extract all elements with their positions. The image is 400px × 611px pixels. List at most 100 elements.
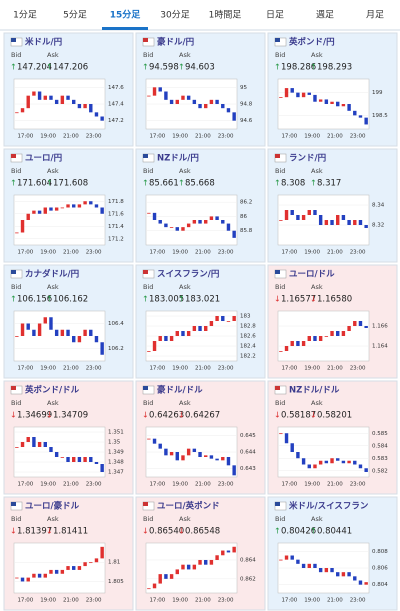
candle <box>54 452 59 457</box>
bid-value: 0.80426 <box>281 527 316 537</box>
ask-value: 85.668 <box>185 179 215 189</box>
ask-label: Ask <box>179 167 191 175</box>
bid-arrow: ↑ <box>10 63 17 72</box>
candle <box>181 564 185 570</box>
candle <box>358 115 363 118</box>
candle <box>341 331 346 336</box>
x-tick-label: 21:00 <box>327 134 343 140</box>
candle <box>89 329 93 336</box>
tab[interactable]: 15分足 <box>110 9 142 21</box>
y-tick-label: 147.2 <box>108 118 124 124</box>
tab[interactable]: 1分足 <box>13 10 37 21</box>
candle <box>330 101 334 104</box>
candle <box>32 329 36 336</box>
ask-label: Ask <box>47 283 59 291</box>
ask-value: 0.64267 <box>185 411 220 421</box>
candle <box>169 452 174 456</box>
y-tick-label: 0.583 <box>372 456 388 462</box>
tab[interactable]: 1時間足 <box>209 10 242 21</box>
candle <box>186 448 191 456</box>
candle <box>169 336 174 341</box>
y-tick-label: 183 <box>240 314 251 320</box>
x-tick-label: 23:00 <box>218 134 234 140</box>
tab[interactable]: 月足 <box>366 10 384 21</box>
candle <box>186 564 191 570</box>
tab[interactable]: 週足 <box>316 10 334 21</box>
candle <box>347 460 351 464</box>
y-tick-label: 106.4 <box>108 321 124 327</box>
candle <box>181 227 185 231</box>
y-tick-label: 171.8 <box>108 199 124 205</box>
x-tick-label: 23:00 <box>218 482 234 488</box>
candle <box>100 116 104 121</box>
bid-arrow: ↓ <box>142 527 149 536</box>
flag-mark <box>143 502 148 506</box>
candle <box>221 316 225 321</box>
candle <box>330 331 334 336</box>
y-tick-label: 0.862 <box>240 576 256 582</box>
candle <box>198 220 202 224</box>
candle <box>296 341 300 346</box>
ask-value: 94.603 <box>185 63 215 73</box>
tab[interactable]: 30分足 <box>160 10 189 21</box>
tab[interactable]: 5分足 <box>63 10 87 21</box>
x-tick-label: 19:00 <box>304 366 320 372</box>
candle <box>318 215 323 225</box>
y-tick-label: 171.2 <box>108 236 124 242</box>
candle <box>20 577 25 582</box>
y-tick-label: 0.804 <box>372 582 388 588</box>
bid-label: Bid <box>11 283 21 291</box>
bid-label: Bid <box>275 283 285 291</box>
candle <box>20 323 25 336</box>
ask-arrow: ↑ <box>46 63 53 72</box>
candle <box>66 566 70 570</box>
pair-name: NZドル/ドル <box>289 386 340 396</box>
ask-label: Ask <box>179 515 191 523</box>
candle <box>94 204 99 208</box>
y-tick-label: 8.32 <box>372 223 384 229</box>
bid-arrow: ↑ <box>10 179 17 188</box>
x-tick-label: 21:00 <box>327 366 343 372</box>
candle <box>32 210 36 214</box>
candle <box>72 99 76 104</box>
candle <box>336 101 340 107</box>
x-tick-label: 21:00 <box>195 482 211 488</box>
bid-value: 106.156 <box>17 295 52 305</box>
ask-arrow: ↓ <box>178 527 185 536</box>
flag-mark <box>143 38 148 42</box>
y-tick-label: 198.5 <box>372 113 388 119</box>
candle <box>204 220 208 224</box>
candle <box>279 220 283 221</box>
flag-mark <box>275 38 280 42</box>
candle <box>43 95 47 100</box>
candle <box>77 457 82 462</box>
candle <box>175 227 179 231</box>
candle <box>353 321 357 326</box>
bid-value: 1.34699 <box>17 411 52 421</box>
candle <box>20 220 25 233</box>
tab[interactable]: 日足 <box>266 10 284 21</box>
candle <box>66 204 70 208</box>
candle <box>152 341 157 351</box>
flag-mark <box>11 38 16 42</box>
x-tick-label: 17:00 <box>17 482 33 488</box>
candle <box>215 316 219 321</box>
y-tick-label: 182.2 <box>240 354 256 360</box>
candle <box>296 559 300 564</box>
flag-mark <box>11 386 16 390</box>
